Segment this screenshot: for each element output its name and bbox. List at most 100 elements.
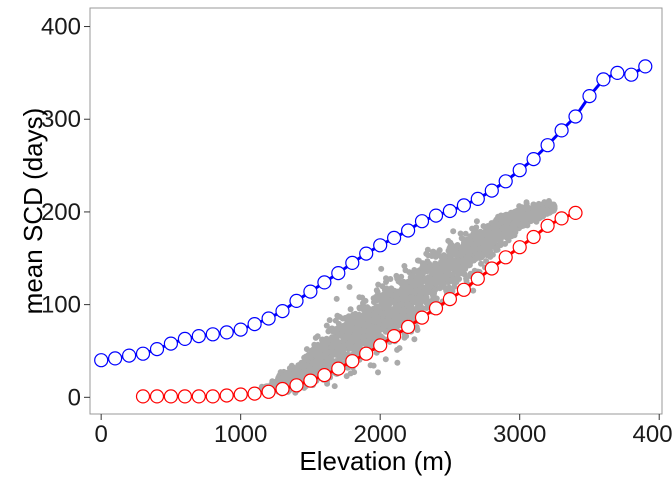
scatter-point xyxy=(413,325,420,332)
scatter-point xyxy=(482,231,489,238)
scatter-point xyxy=(521,206,528,213)
blue-line-marker xyxy=(484,183,499,198)
red-line-marker xyxy=(512,240,527,255)
scatter-point xyxy=(303,346,310,353)
scatter-point xyxy=(508,224,515,231)
scatter-point xyxy=(321,347,328,354)
red-line-marker xyxy=(498,250,513,265)
scatter-point xyxy=(426,264,433,271)
red-line-marker xyxy=(163,389,178,404)
blue-line-marker xyxy=(331,266,346,281)
series-markers xyxy=(94,59,653,404)
scatter-point xyxy=(537,212,544,219)
blue-line-marker xyxy=(401,223,416,238)
blue-line-marker xyxy=(149,342,165,357)
scatter-point xyxy=(351,369,358,376)
scatter-point xyxy=(378,301,385,307)
scatter-point xyxy=(383,275,389,282)
scatter-point xyxy=(319,337,325,344)
scatter-point xyxy=(389,323,396,330)
scatter-point xyxy=(339,344,346,351)
scatter-point xyxy=(402,283,409,290)
scatter-point xyxy=(444,260,451,267)
scatter-point xyxy=(406,304,413,311)
blue-line-marker xyxy=(359,246,374,261)
scatter-point xyxy=(503,234,510,241)
scatter-point xyxy=(548,203,555,210)
blue-line-marker xyxy=(163,336,178,351)
red-line-marker xyxy=(177,389,192,404)
scatter-point xyxy=(462,230,469,237)
blue-line-marker xyxy=(470,191,485,206)
scatter-point xyxy=(395,289,402,296)
scatter-point xyxy=(403,333,410,340)
scatter-point xyxy=(283,370,289,377)
scatter-point xyxy=(382,356,389,363)
scatter-point xyxy=(457,230,464,237)
scatter-point xyxy=(420,284,427,291)
red-line-marker xyxy=(554,211,569,226)
scatter-point xyxy=(392,306,399,313)
scatter-point xyxy=(497,242,504,249)
scatter-point xyxy=(359,312,366,319)
scatter-point xyxy=(314,356,320,363)
scatter-point xyxy=(492,228,499,235)
scatter-point xyxy=(492,219,499,226)
scatter-point xyxy=(311,341,318,348)
scatter-point xyxy=(323,322,330,329)
blue-line-marker xyxy=(582,88,597,104)
scatter-point xyxy=(340,337,347,344)
scatter-point xyxy=(460,236,467,243)
scatter-point xyxy=(343,328,350,335)
scatter-point xyxy=(429,248,436,255)
scatter-point xyxy=(436,273,443,280)
scatter-point xyxy=(450,257,457,264)
blue-line-marker xyxy=(638,59,653,74)
scatter-point xyxy=(423,279,430,286)
red-line-marker xyxy=(247,386,262,401)
scatter-point xyxy=(324,380,331,387)
scatter-point xyxy=(354,313,361,320)
scatter-point xyxy=(549,207,556,214)
scatter-point xyxy=(535,206,542,213)
blue-line-marker xyxy=(303,284,318,299)
scatter-point xyxy=(338,353,345,360)
blue-line-marker xyxy=(261,311,276,326)
scatter-point xyxy=(404,295,411,302)
red-line-marker xyxy=(303,373,318,388)
scatter-point xyxy=(520,218,527,225)
scatter-point xyxy=(415,257,422,264)
blue-line-marker xyxy=(107,351,123,366)
scatter-point xyxy=(312,334,319,341)
scatter-point xyxy=(476,236,483,243)
scatter-point xyxy=(431,287,438,294)
blue-line-marker xyxy=(345,255,360,270)
scatter-point xyxy=(394,346,401,353)
red-line-marker xyxy=(414,310,430,325)
scatter-point xyxy=(483,258,490,265)
red-line-marker xyxy=(317,368,332,383)
blue-line-marker xyxy=(526,152,541,167)
red-line-marker xyxy=(261,384,276,399)
scatter-point xyxy=(375,294,382,301)
red-line-marker xyxy=(470,271,485,286)
scatter-point xyxy=(479,250,486,257)
scatter-point xyxy=(485,248,492,255)
panel-border xyxy=(89,7,663,415)
scatter-point xyxy=(470,287,477,294)
scatter-point xyxy=(333,295,340,302)
scatter-point xyxy=(445,266,451,273)
scatter-point xyxy=(450,228,457,235)
y-axis-title: mean SCD (days) xyxy=(18,108,48,315)
x-tick-label: 2000 xyxy=(353,421,406,448)
x-axis-title: Elevation (m) xyxy=(299,446,452,476)
scatter-point xyxy=(378,265,385,272)
scatter-point xyxy=(329,335,336,342)
red-line-marker xyxy=(442,292,457,307)
scatter-point xyxy=(373,287,380,294)
scatter-point xyxy=(323,338,330,345)
scatter-point xyxy=(328,349,335,356)
scatter-point xyxy=(462,244,469,251)
